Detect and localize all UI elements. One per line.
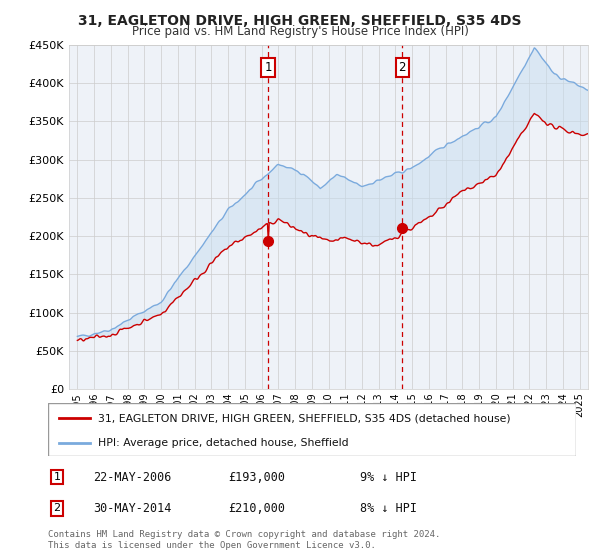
Text: Contains HM Land Registry data © Crown copyright and database right 2024.: Contains HM Land Registry data © Crown c… bbox=[48, 530, 440, 539]
Text: 8% ↓ HPI: 8% ↓ HPI bbox=[360, 502, 417, 515]
Text: 31, EAGLETON DRIVE, HIGH GREEN, SHEFFIELD, S35 4DS (detached house): 31, EAGLETON DRIVE, HIGH GREEN, SHEFFIEL… bbox=[98, 413, 511, 423]
Text: Price paid vs. HM Land Registry's House Price Index (HPI): Price paid vs. HM Land Registry's House … bbox=[131, 25, 469, 38]
FancyBboxPatch shape bbox=[48, 403, 576, 456]
Text: £210,000: £210,000 bbox=[228, 502, 285, 515]
Text: 2: 2 bbox=[398, 61, 406, 74]
Text: 1: 1 bbox=[53, 472, 61, 482]
Text: 9% ↓ HPI: 9% ↓ HPI bbox=[360, 470, 417, 484]
Text: £193,000: £193,000 bbox=[228, 470, 285, 484]
Text: 22-MAY-2006: 22-MAY-2006 bbox=[93, 470, 172, 484]
Text: 30-MAY-2014: 30-MAY-2014 bbox=[93, 502, 172, 515]
Text: This data is licensed under the Open Government Licence v3.0.: This data is licensed under the Open Gov… bbox=[48, 541, 376, 550]
Text: 2: 2 bbox=[53, 503, 61, 514]
Text: 31, EAGLETON DRIVE, HIGH GREEN, SHEFFIELD, S35 4DS: 31, EAGLETON DRIVE, HIGH GREEN, SHEFFIEL… bbox=[78, 14, 522, 28]
Text: 1: 1 bbox=[265, 61, 272, 74]
Text: HPI: Average price, detached house, Sheffield: HPI: Average price, detached house, Shef… bbox=[98, 438, 349, 448]
